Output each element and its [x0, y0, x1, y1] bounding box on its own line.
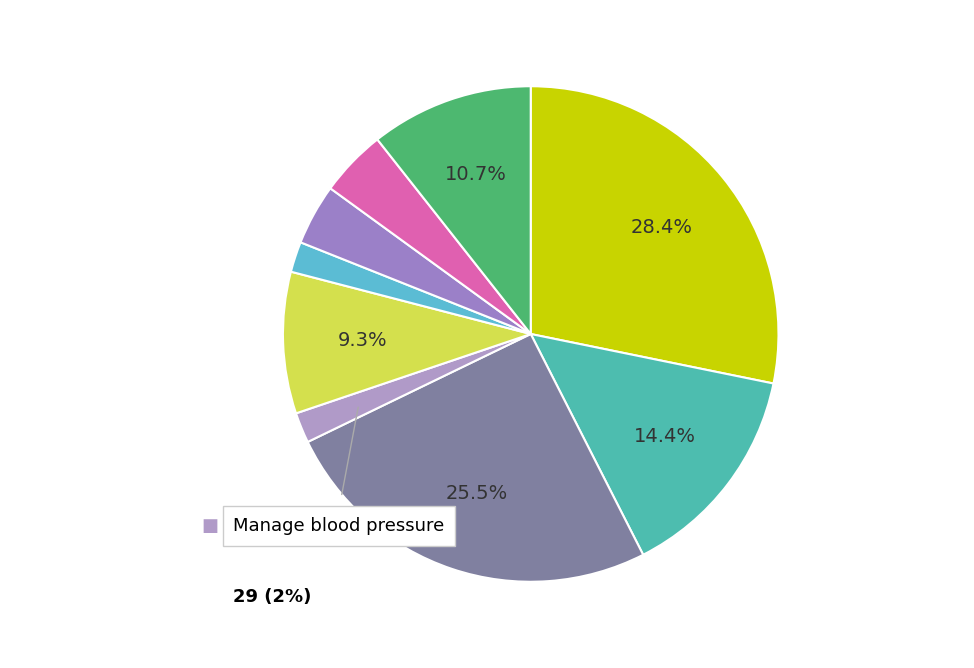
Text: ■: ■	[202, 517, 218, 535]
Wedge shape	[283, 272, 531, 413]
Text: 14.4%: 14.4%	[634, 427, 695, 446]
Wedge shape	[291, 242, 531, 334]
Wedge shape	[377, 86, 531, 334]
Text: 29 (2%): 29 (2%)	[234, 588, 312, 606]
Wedge shape	[531, 334, 773, 555]
Wedge shape	[308, 334, 643, 582]
Wedge shape	[296, 334, 531, 442]
Wedge shape	[531, 86, 778, 383]
Text: 28.4%: 28.4%	[630, 218, 693, 237]
Text: 10.7%: 10.7%	[444, 165, 506, 184]
Text: Manage blood pressure: Manage blood pressure	[234, 517, 445, 535]
Text: 25.5%: 25.5%	[446, 484, 508, 503]
Wedge shape	[301, 188, 531, 334]
Text: 9.3%: 9.3%	[338, 331, 387, 349]
Wedge shape	[330, 140, 531, 334]
